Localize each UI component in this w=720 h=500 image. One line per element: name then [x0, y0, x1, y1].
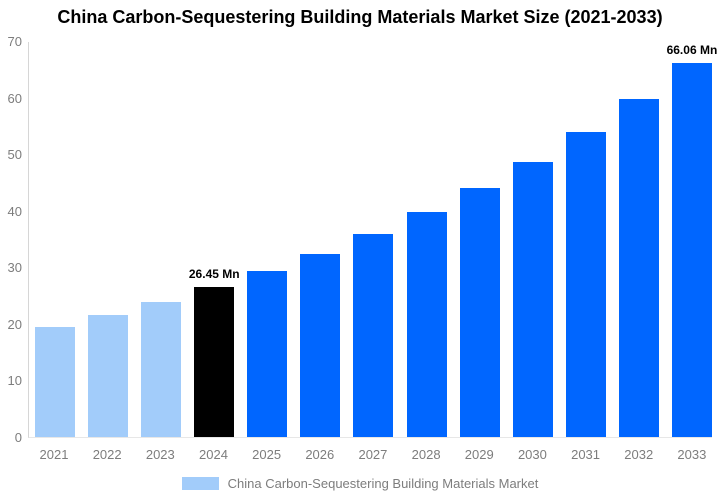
y-tick-label-10: 10 — [7, 373, 22, 389]
bar-value-label-2024: 26.45 Mn — [188, 267, 240, 282]
y-tick-label-50: 50 — [7, 147, 22, 163]
bar-2028 — [406, 212, 447, 437]
bar-2029 — [459, 188, 500, 437]
x-axis-label-2029: 2029 — [464, 447, 494, 462]
bar-2024: 26.45 Mn — [189, 267, 240, 437]
bar-2031 — [565, 132, 606, 437]
y-tick-label-20: 20 — [7, 316, 22, 332]
x-axis-label-2026: 2026 — [305, 447, 335, 462]
bar-2025 — [247, 271, 288, 437]
bar-2026 — [300, 253, 341, 437]
y-tick-label-30: 30 — [7, 260, 22, 276]
bar-2023 — [141, 301, 182, 437]
x-axis-label-2022: 2022 — [92, 447, 122, 462]
x-axis-label-2023: 2023 — [145, 447, 175, 462]
bar-2022 — [88, 314, 129, 437]
x-axis-label-2033: 2033 — [677, 447, 707, 462]
bar-value-label-2033: 66.06 Mn — [666, 43, 718, 58]
bar-2032 — [618, 99, 659, 437]
x-axis-labels: 2021 2022 2023 2024 2025 2026 2027 2028 2029 2030… — [34, 447, 712, 462]
y-axis: 0 10 20 30 40 50 60 70 — [0, 34, 22, 445]
y-tick-label-60: 60 — [7, 90, 22, 106]
x-axis-label-2024: 2024 — [199, 447, 228, 462]
x-axis-label-2028: 2028 — [411, 447, 441, 462]
x-axis-label-2032: 2032 — [624, 447, 654, 462]
y-tick-label-70: 70 — [7, 34, 22, 49]
bar-2027 — [353, 234, 394, 437]
bars-container: 26.45 Mn 66.06 Mn — [29, 42, 717, 437]
chart-title: China Carbon-Sequestering Building Mater… — [57, 7, 663, 27]
legend: China Carbon-Sequestering Building Mater… — [0, 476, 720, 491]
x-axis-label-2031: 2031 — [571, 447, 601, 462]
bar-2030 — [512, 161, 553, 437]
legend-label: China Carbon-Sequestering Building Mater… — [227, 476, 539, 491]
x-axis-label-2030: 2030 — [517, 447, 547, 462]
x-axis-label-2027: 2027 — [358, 447, 388, 462]
plot-area: 26.45 Mn 66.06 Mn — [28, 42, 717, 438]
bar-2033: 66.06 Mn — [667, 43, 717, 437]
x-axis-label-2021: 2021 — [39, 447, 69, 462]
bar-2021 — [35, 326, 75, 437]
legend-swatch — [181, 477, 219, 490]
x-axis-label-2025: 2025 — [252, 447, 282, 462]
y-tick-label-40: 40 — [7, 203, 22, 219]
y-tick-label-0: 0 — [14, 430, 22, 445]
